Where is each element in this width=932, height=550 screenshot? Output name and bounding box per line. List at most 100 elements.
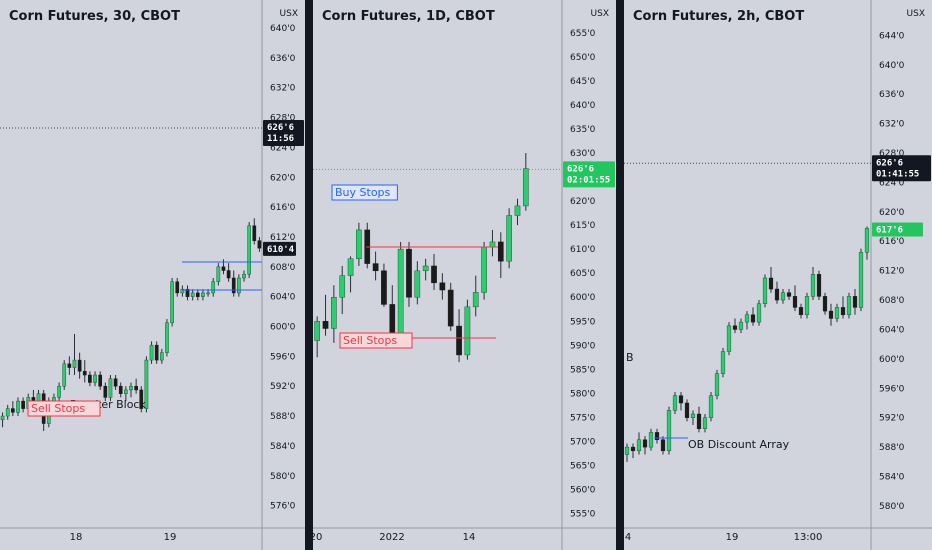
- candle-body: [190, 292, 195, 297]
- candle: [472, 275, 479, 317]
- candle: [16, 397, 20, 417]
- x-tick-label: 14: [463, 532, 476, 543]
- y-tick-label: 612'0: [879, 267, 905, 277]
- y-tick-label: 590'0: [570, 341, 596, 351]
- candle: [708, 391, 714, 422]
- candle-body: [714, 373, 720, 396]
- candle: [231, 270, 236, 297]
- candle-body: [786, 292, 792, 297]
- candle: [356, 222, 362, 266]
- candle-body: [514, 205, 521, 216]
- chart-pane-1: Corn Futures, 30, CBOT USX 640'0 636'0 632'0…: [0, 0, 305, 550]
- candle: [786, 289, 792, 301]
- candle: [82, 360, 87, 383]
- candle-body: [768, 277, 774, 290]
- candle-body: [77, 359, 82, 372]
- candle-body: [82, 371, 87, 376]
- candle-body: [864, 228, 870, 253]
- y-tick-label: 592'0: [270, 382, 296, 392]
- candle-body: [780, 292, 786, 301]
- y-tick-label: 615'0: [570, 221, 596, 231]
- y-tick-label: 570'0: [570, 437, 596, 447]
- candle: [522, 153, 529, 211]
- candle-body: [206, 292, 210, 295]
- last-price-value: 626'6: [267, 123, 294, 133]
- candle-body: [201, 292, 205, 297]
- candle-body: [431, 265, 437, 284]
- candle: [331, 285, 337, 343]
- candle-body: [447, 289, 454, 327]
- candle: [726, 322, 732, 356]
- candle-body: [439, 282, 446, 291]
- candle-body: [216, 266, 221, 282]
- candle: [431, 253, 437, 291]
- candle: [816, 270, 822, 301]
- candle: [738, 318, 744, 334]
- bar-countdown: 02:01:55: [567, 175, 610, 185]
- candle-body: [804, 296, 810, 316]
- y-tick-label: 632'0: [270, 84, 296, 94]
- candle-body: [397, 248, 404, 339]
- candle: [456, 309, 462, 363]
- y-tick-label: 628'0: [879, 149, 905, 159]
- candle-body: [21, 400, 25, 409]
- candle-body: [846, 296, 852, 316]
- candle: [514, 198, 521, 226]
- y-tick-label: 640'0: [879, 61, 905, 71]
- candle-body: [113, 378, 118, 387]
- candle: [159, 348, 164, 364]
- candle: [195, 289, 200, 301]
- candle-body: [195, 292, 200, 297]
- y-tick-label: 620'0: [570, 197, 596, 207]
- candle: [714, 369, 720, 400]
- candle-body: [149, 344, 154, 361]
- chart-title: Corn Futures, 30, CBOT: [9, 9, 180, 24]
- candle: [118, 382, 123, 398]
- candle-body: [732, 325, 738, 330]
- candle-body: [506, 215, 512, 262]
- annotation-box: [339, 332, 413, 349]
- candle-body: [257, 240, 262, 249]
- candle: [314, 316, 321, 358]
- candle: [696, 406, 702, 433]
- y-tick-label: 576'0: [270, 502, 296, 512]
- candle-body: [242, 274, 246, 279]
- candle-body: [720, 351, 726, 374]
- candle: [654, 428, 660, 444]
- y-tick-label: 600'0: [879, 355, 905, 365]
- candle-body: [756, 303, 762, 323]
- candle-body: [840, 307, 846, 316]
- candle: [11, 401, 15, 417]
- y-tick-label: 588'0: [270, 412, 296, 422]
- candle-body: [185, 288, 190, 297]
- y-tick-label: 624'0: [270, 143, 296, 153]
- candle: [720, 347, 726, 378]
- y-tick-label: 565'0: [570, 462, 596, 472]
- candle: [72, 333, 77, 376]
- candle: [666, 406, 672, 455]
- candle-body: [456, 325, 462, 356]
- candle: [834, 303, 840, 323]
- candle: [103, 382, 108, 402]
- candle: [154, 341, 159, 364]
- candle-body: [858, 252, 864, 308]
- y-tick-label: 575'0: [570, 413, 596, 423]
- annotation-label: Sell Stops: [343, 334, 397, 347]
- y-tick-label: 620'0: [879, 208, 905, 218]
- pane-divider[interactable]: [305, 0, 313, 550]
- pane-divider[interactable]: [616, 0, 624, 550]
- y-tick-label: 555'0: [570, 510, 596, 520]
- y-tick-label: 640'0: [270, 24, 296, 34]
- candle: [702, 414, 708, 433]
- candle-body: [696, 413, 702, 429]
- candle-body: [118, 385, 123, 394]
- candle: [822, 292, 828, 315]
- candle: [439, 273, 446, 300]
- chart-pane-2: Corn Futures, 1D, CBOT USX 655'0 650'0 645'0…: [310, 0, 616, 550]
- candle: [170, 278, 174, 327]
- y-tick-label: 620'0: [270, 173, 296, 183]
- candle: [648, 428, 654, 451]
- y-tick-label: 635'0: [570, 125, 596, 135]
- candle: [804, 292, 810, 319]
